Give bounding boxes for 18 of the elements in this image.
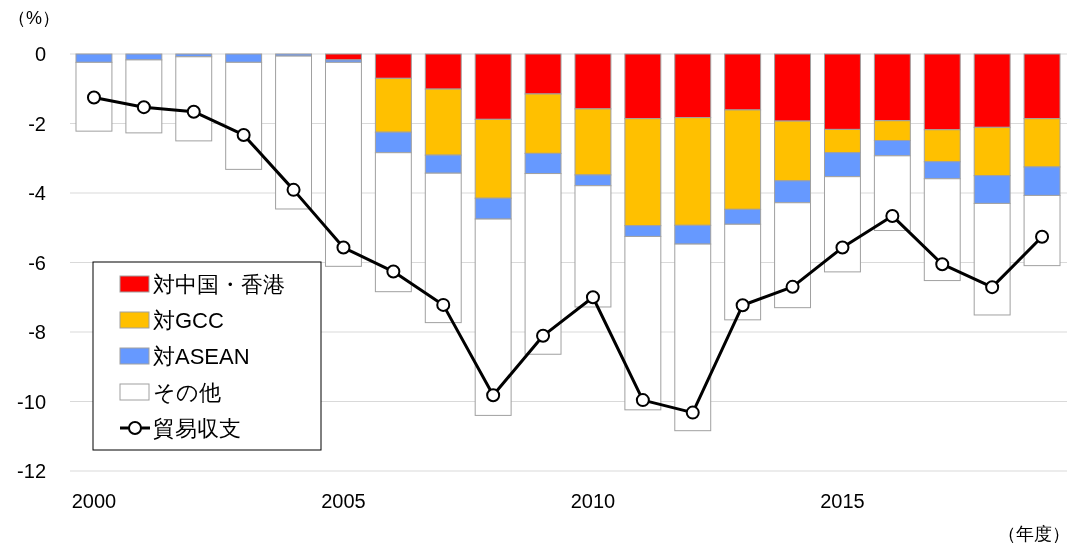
x-axis-title: （年度）: [998, 524, 1070, 544]
legend-label: 対ASEAN: [153, 344, 250, 369]
y-tick-label: -8: [28, 321, 46, 343]
y-tick-label: 0: [34, 43, 46, 65]
legend-label: 貿易収支: [153, 416, 241, 441]
legend-label: その他: [153, 380, 221, 405]
x-tick-label: 2010: [570, 490, 616, 512]
y-tick-label: -12: [17, 460, 46, 482]
y-axis-title: （%）: [8, 8, 61, 28]
legend-label: 対中国・香港: [153, 272, 285, 297]
x-tick-label: 2005: [321, 490, 366, 512]
y-tick-label: -6: [28, 251, 46, 274]
y-tick-label: -10: [17, 390, 46, 413]
y-tick-label: -4: [28, 182, 46, 204]
x-tick-label: 2000: [71, 490, 117, 512]
y-tick-label: -2: [28, 112, 46, 135]
x-tick-label: 2015: [820, 490, 865, 512]
legend-label: 対GCC: [153, 308, 224, 333]
